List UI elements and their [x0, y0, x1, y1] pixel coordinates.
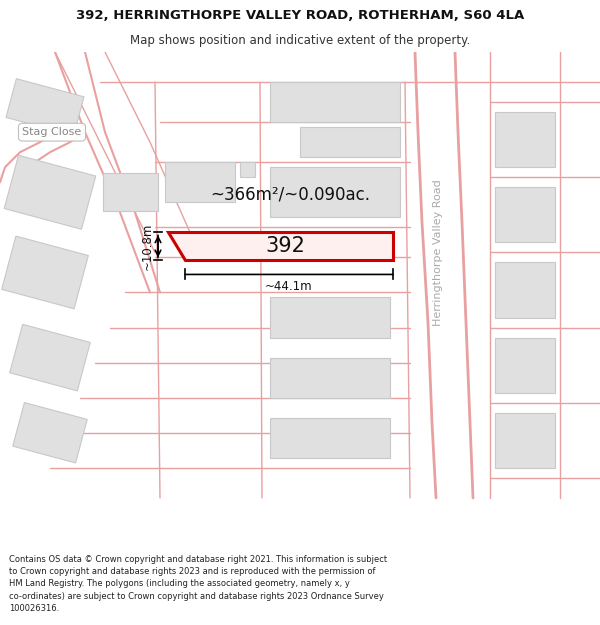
- Text: 392: 392: [265, 236, 305, 256]
- Text: ~366m²/~0.090ac.: ~366m²/~0.090ac.: [210, 185, 370, 203]
- Polygon shape: [270, 82, 400, 122]
- Polygon shape: [495, 262, 555, 318]
- Polygon shape: [103, 173, 157, 211]
- Polygon shape: [270, 357, 390, 398]
- Text: Stag Close: Stag Close: [22, 127, 82, 137]
- Polygon shape: [495, 412, 555, 468]
- Text: ~10.8m: ~10.8m: [141, 222, 154, 270]
- Polygon shape: [6, 79, 84, 136]
- Polygon shape: [495, 188, 555, 242]
- Polygon shape: [10, 324, 90, 391]
- Polygon shape: [495, 338, 555, 392]
- Polygon shape: [13, 402, 87, 463]
- Polygon shape: [270, 168, 400, 217]
- Polygon shape: [168, 232, 393, 261]
- Polygon shape: [240, 162, 255, 177]
- Text: Herringthorpe Valley Road: Herringthorpe Valley Road: [433, 179, 443, 326]
- Text: Map shows position and indicative extent of the property.: Map shows position and indicative extent…: [130, 34, 470, 47]
- Text: 392, HERRINGTHORPE VALLEY ROAD, ROTHERHAM, S60 4LA: 392, HERRINGTHORPE VALLEY ROAD, ROTHERHA…: [76, 9, 524, 22]
- Text: Contains OS data © Crown copyright and database right 2021. This information is : Contains OS data © Crown copyright and d…: [9, 555, 387, 612]
- Polygon shape: [165, 162, 235, 202]
- Polygon shape: [270, 418, 390, 457]
- Polygon shape: [2, 236, 88, 309]
- Polygon shape: [4, 155, 96, 229]
- Polygon shape: [300, 127, 400, 158]
- Polygon shape: [495, 112, 555, 168]
- Polygon shape: [270, 298, 390, 338]
- Text: ~44.1m: ~44.1m: [265, 281, 313, 294]
